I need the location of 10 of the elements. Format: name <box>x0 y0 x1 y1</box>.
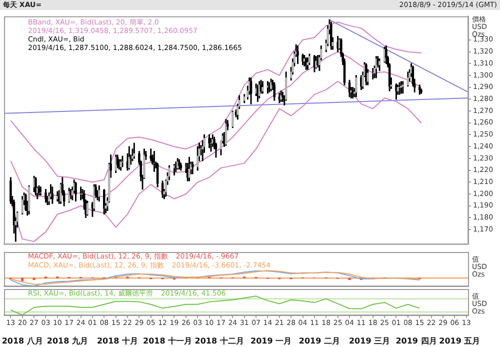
x2-tick-label: 2019 四月 <box>396 336 437 346</box>
x2-tick-label: 2019 二月 <box>298 336 340 346</box>
x2-tick-label: 2019 五月 <box>439 336 480 346</box>
x2-tick-label: 2019 一月 <box>250 336 292 346</box>
x2-tick-label: 2018 八月 <box>2 336 43 346</box>
x2-tick-label: 2018 九月 <box>46 336 88 346</box>
x2-tick-label: 2018 十月 <box>96 336 138 346</box>
x2-tick-label: 2018 十二月 <box>194 336 244 346</box>
x2-tick-label: 2018 十一月 <box>143 336 192 346</box>
x2-tick-label: 2019 三月 <box>348 336 390 346</box>
